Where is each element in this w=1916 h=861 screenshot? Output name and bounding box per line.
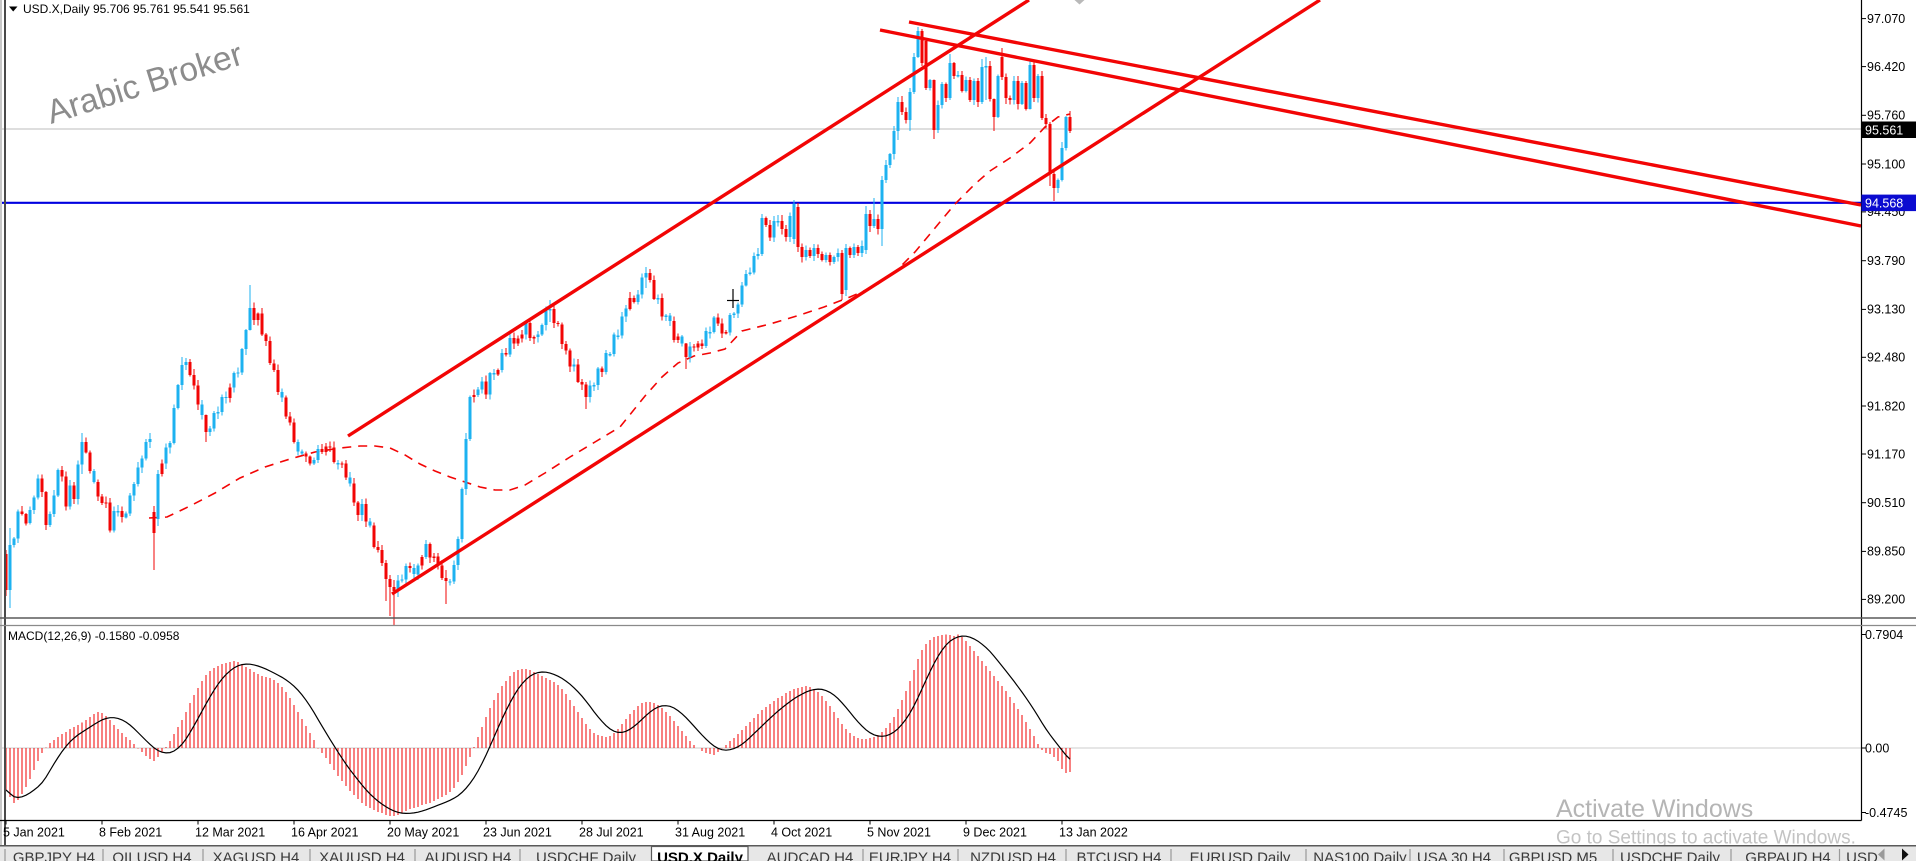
svg-text:NAS100 Daily: NAS100 Daily xyxy=(1313,850,1407,861)
svg-text:28 Jul 2021: 28 Jul 2021 xyxy=(579,826,644,840)
svg-text:-0.4745: -0.4745 xyxy=(1865,806,1907,820)
svg-text:93.130: 93.130 xyxy=(1867,303,1905,317)
svg-text:0.00: 0.00 xyxy=(1865,741,1889,755)
svg-text:USD.X,Daily: USD.X,Daily xyxy=(23,2,90,16)
svg-text:GBPJPY H4: GBPJPY H4 xyxy=(13,850,95,861)
svg-text:EURJPY H4: EURJPY H4 xyxy=(869,850,951,861)
svg-text:Activate Windows: Activate Windows xyxy=(1556,795,1753,823)
svg-text:89.850: 89.850 xyxy=(1867,545,1905,559)
svg-text:USD: USD xyxy=(1846,850,1878,861)
svg-text:8 Feb 2021: 8 Feb 2021 xyxy=(99,826,162,840)
svg-text:92.480: 92.480 xyxy=(1867,351,1905,365)
svg-text:96.420: 96.420 xyxy=(1867,60,1905,74)
svg-text:USDCHF Daily: USDCHF Daily xyxy=(1620,850,1721,861)
svg-text:BTCUSD H4: BTCUSD H4 xyxy=(1076,850,1161,861)
svg-text:MACD(12,26,9) -0.1580 -0.0958: MACD(12,26,9) -0.1580 -0.0958 xyxy=(8,629,180,643)
svg-text:95.706 95.761 95.541 95.561: 95.706 95.761 95.541 95.561 xyxy=(93,2,250,16)
svg-text:GBPUSD M5: GBPUSD M5 xyxy=(1509,850,1597,861)
svg-text:20 May 2021: 20 May 2021 xyxy=(387,826,459,840)
svg-text:95.100: 95.100 xyxy=(1867,157,1905,171)
svg-text:13 Jan 2022: 13 Jan 2022 xyxy=(1059,826,1128,840)
svg-text:AUDCAD H4: AUDCAD H4 xyxy=(767,850,854,861)
svg-text:93.790: 93.790 xyxy=(1867,254,1905,268)
svg-text:EURUSD Daily: EURUSD Daily xyxy=(1190,850,1291,861)
svg-text:GBPAUD H4: GBPAUD H4 xyxy=(1745,850,1831,861)
svg-text:4 Oct 2021: 4 Oct 2021 xyxy=(771,826,832,840)
svg-text:5 Jan 2021: 5 Jan 2021 xyxy=(3,826,65,840)
svg-text:9 Dec 2021: 9 Dec 2021 xyxy=(963,826,1027,840)
svg-text:OILUSD H4: OILUSD H4 xyxy=(112,850,191,861)
svg-text:Go to Settings to activate Win: Go to Settings to activate Windows. xyxy=(1556,828,1856,849)
svg-text:95.561: 95.561 xyxy=(1865,123,1903,137)
svg-text:USD.X Daily: USD.X Daily xyxy=(657,850,744,861)
svg-text:97.070: 97.070 xyxy=(1867,12,1905,26)
svg-text:91.820: 91.820 xyxy=(1867,399,1905,413)
svg-text:0.7904: 0.7904 xyxy=(1865,628,1903,642)
svg-text:16 Apr 2021: 16 Apr 2021 xyxy=(291,826,358,840)
svg-text:23 Jun 2021: 23 Jun 2021 xyxy=(483,826,552,840)
svg-text:31 Aug 2021: 31 Aug 2021 xyxy=(675,826,745,840)
svg-text:NZDUSD H4: NZDUSD H4 xyxy=(970,850,1056,861)
svg-text:5 Nov 2021: 5 Nov 2021 xyxy=(867,826,931,840)
svg-text:91.170: 91.170 xyxy=(1867,447,1905,461)
svg-text:90.510: 90.510 xyxy=(1867,496,1905,510)
svg-text:89.200: 89.200 xyxy=(1867,593,1905,607)
svg-text:XAUUSD H4: XAUUSD H4 xyxy=(319,850,405,861)
svg-text:94.568: 94.568 xyxy=(1865,196,1903,210)
svg-text:XAGUSD H4: XAGUSD H4 xyxy=(213,850,300,861)
svg-text:95.760: 95.760 xyxy=(1867,109,1905,123)
svg-text:USA 30 H4: USA 30 H4 xyxy=(1417,850,1491,861)
svg-text:12 Mar 2021: 12 Mar 2021 xyxy=(195,826,265,840)
svg-text:AUDUSD H4: AUDUSD H4 xyxy=(425,850,512,861)
svg-text:USDCHF Daily: USDCHF Daily xyxy=(536,850,637,861)
